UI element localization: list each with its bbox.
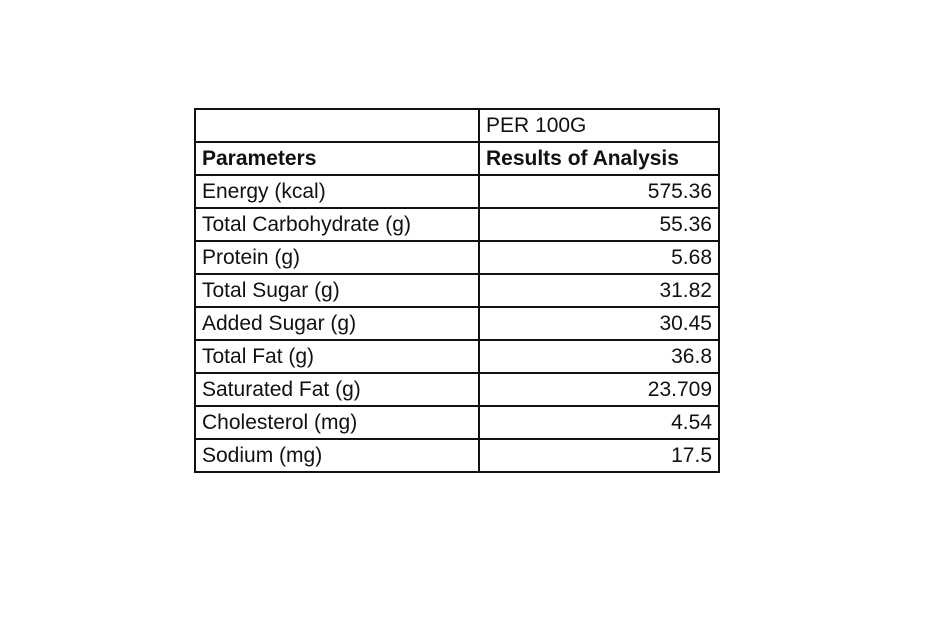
result: 4.54 (478, 405, 720, 440)
parameter: Total Carbohydrate (g) (194, 207, 480, 242)
top-header-row: PER 100G (194, 108, 720, 143)
parameter: Cholesterol (mg) (194, 405, 480, 440)
data-row: Energy (kcal) 575.36 (194, 174, 720, 209)
data-row: Added Sugar (g) 30.45 (194, 306, 720, 341)
empty-cell (194, 108, 480, 143)
column-header: Results of Analysis (478, 141, 720, 176)
column-header: Parameters (194, 141, 480, 176)
result: 36.8 (478, 339, 720, 374)
result: 31.82 (478, 273, 720, 308)
parameter: Sodium (mg) (194, 438, 480, 473)
result: 5.68 (478, 240, 720, 275)
result: 17.5 (478, 438, 720, 473)
result: 55.36 (478, 207, 720, 242)
parameter: Saturated Fat (g) (194, 372, 480, 407)
parameter: Total Fat (g) (194, 339, 480, 374)
parameter: Added Sugar (g) (194, 306, 480, 341)
table-body: PER 100G Parameters Results of Analysis … (194, 108, 720, 473)
data-row: Total Fat (g) 36.8 (194, 339, 720, 374)
data-row: Saturated Fat (g) 23.709 (194, 372, 720, 407)
data-row: Sodium (mg) 17.5 (194, 438, 720, 473)
parameter: Total Sugar (g) (194, 273, 480, 308)
top-header: PER 100G (478, 108, 720, 143)
nutrition-table: PER 100G Parameters Results of Analysis … (194, 108, 720, 473)
data-row: Cholesterol (mg) 4.54 (194, 405, 720, 440)
data-row: Total Sugar (g) 31.82 (194, 273, 720, 308)
result: 575.36 (478, 174, 720, 209)
parameter: Energy (kcal) (194, 174, 480, 209)
data-row: Protein (g) 5.68 (194, 240, 720, 275)
result: 23.709 (478, 372, 720, 407)
result: 30.45 (478, 306, 720, 341)
header-row: Parameters Results of Analysis (194, 141, 720, 176)
data-row: Total Carbohydrate (g) 55.36 (194, 207, 720, 242)
parameter: Protein (g) (194, 240, 480, 275)
